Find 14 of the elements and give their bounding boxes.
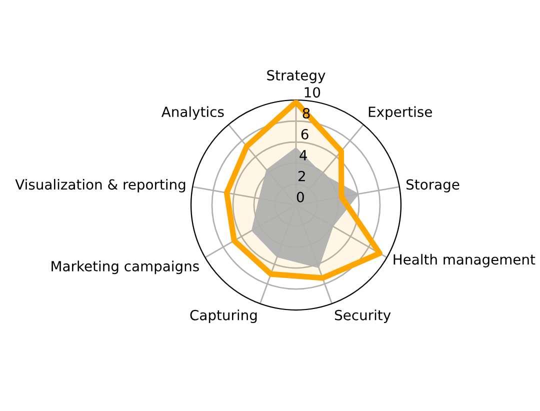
spoke-label: Security	[334, 310, 391, 324]
y-tick-label: 4	[300, 150, 307, 160]
spoke-label: Storage	[406, 179, 460, 192]
spoke-label: Visualization & reporting	[15, 178, 186, 192]
spoke-label: Strategy	[267, 70, 326, 84]
spoke-label: Expertise	[368, 106, 432, 120]
y-tick-label: 0	[296, 192, 304, 202]
spoke-label: Capturing	[190, 310, 257, 324]
spoke-label: Marketing campaigns	[52, 260, 199, 274]
spoke-label: Health management	[394, 254, 536, 268]
y-tick-label: 6	[301, 128, 308, 140]
y-tick-label: 10	[304, 87, 320, 98]
spoke-label: Analytics	[161, 106, 224, 120]
y-tick-label: 2	[298, 170, 305, 182]
